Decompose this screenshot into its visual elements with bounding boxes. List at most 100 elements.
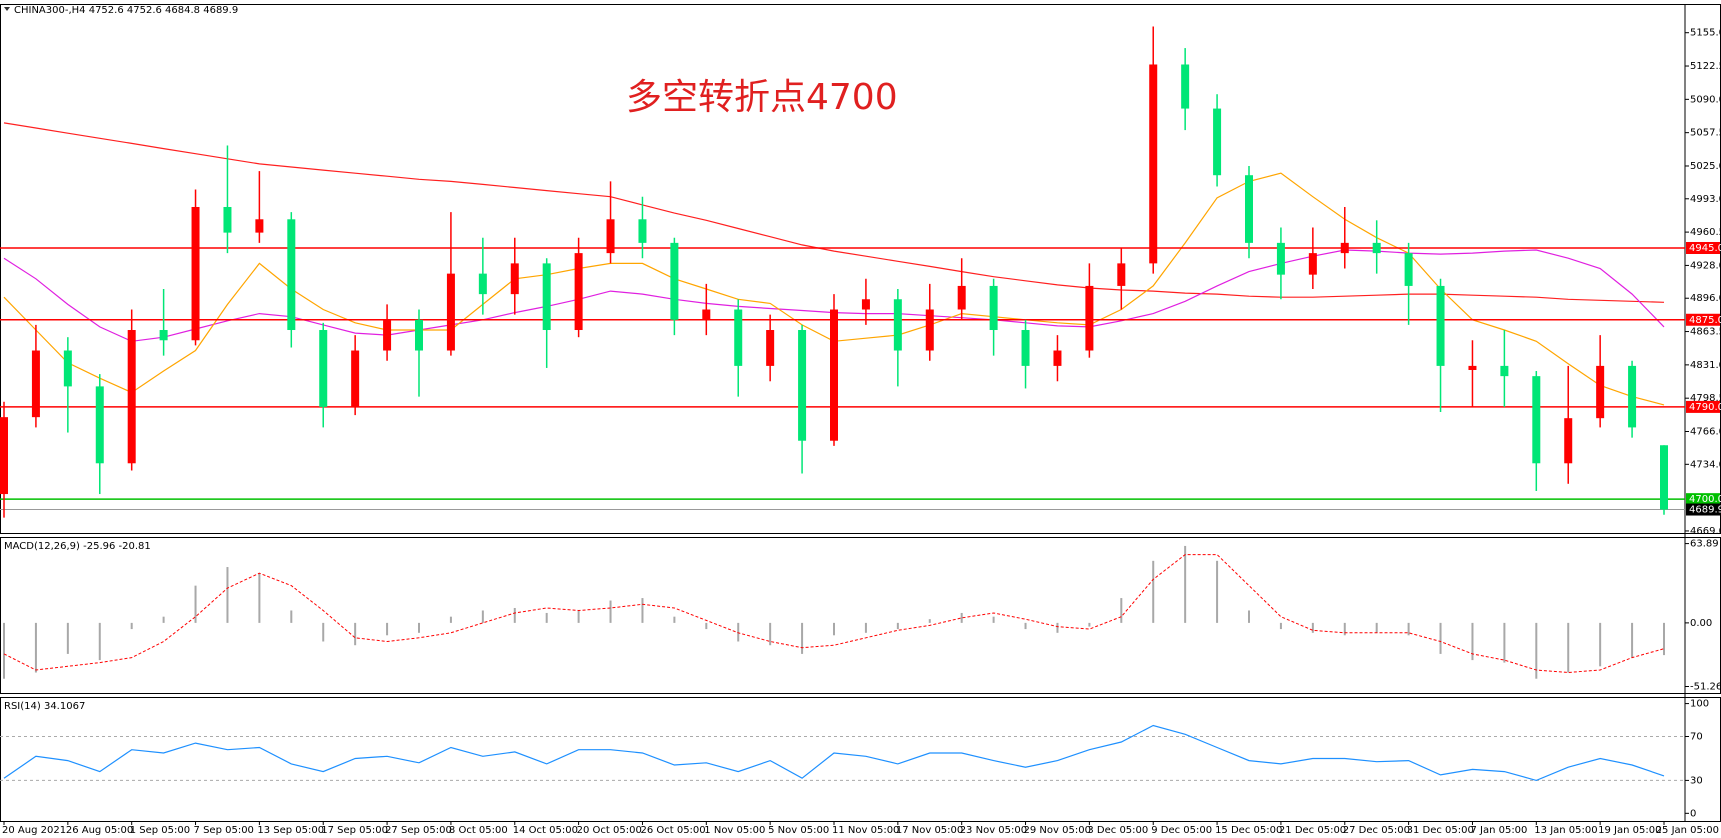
candle-body <box>1628 365 1637 428</box>
macd-bar <box>1631 622 1634 658</box>
candle-body <box>415 319 423 351</box>
macd-bar <box>1216 560 1219 623</box>
macd-bar <box>322 622 325 642</box>
macd-bar <box>737 622 740 642</box>
y-tick-label: 5057.5 <box>1690 128 1721 139</box>
candle-body <box>830 309 838 441</box>
macd-bar <box>1535 622 1538 679</box>
candle-body <box>1340 242 1349 254</box>
y-tick-label: 5090.0 <box>1690 94 1721 105</box>
y-tick-label: 70 <box>1690 732 1703 743</box>
macd-bar <box>1407 622 1410 636</box>
macd-bar <box>1248 610 1250 623</box>
candle-body <box>1564 418 1573 464</box>
candle-body <box>1404 253 1413 286</box>
y-tick-label: 4993.0 <box>1690 194 1721 205</box>
candle-body <box>1372 242 1381 254</box>
x-tick-label: 23 Nov 05:00 <box>960 825 1027 836</box>
macd-bar <box>1663 622 1665 656</box>
level-tag <box>1686 241 1720 254</box>
macd-bar <box>1375 622 1378 633</box>
candle-body <box>1213 108 1222 176</box>
level-label: 4689.9 <box>1689 505 1721 516</box>
level-label: 4700.0 <box>1689 494 1721 505</box>
y-tick-label: 4960.5 <box>1690 227 1721 238</box>
x-tick-label: 20 Aug 2021 <box>2 825 66 836</box>
y-tick-label: 5025.0 <box>1690 161 1721 172</box>
macd-bar <box>513 607 516 623</box>
x-tick-label: 31 Dec 05:00 <box>1407 825 1474 836</box>
macd-bar <box>1439 622 1442 654</box>
candle-body <box>1276 242 1285 275</box>
candle-body <box>319 330 328 407</box>
candle-body <box>989 285 998 331</box>
x-tick-label: 13 Sep 05:00 <box>257 825 324 836</box>
candle-body <box>893 299 902 351</box>
candle-body <box>734 309 743 366</box>
macd-bar <box>960 612 963 623</box>
candle-body <box>1245 175 1253 243</box>
candle-body <box>957 285 966 310</box>
menu-triangle[interactable] <box>4 7 10 11</box>
x-tick-label: 17 Sep 05:00 <box>321 825 388 836</box>
macd-bar <box>1120 598 1123 623</box>
level-label: 4945.0 <box>1689 243 1721 254</box>
candle-body <box>351 350 360 407</box>
candle-body <box>1181 64 1190 109</box>
candle-body <box>670 242 679 320</box>
macd-bar <box>1567 622 1570 673</box>
candle-body <box>0 417 8 495</box>
macd-bar <box>34 622 37 673</box>
y-tick-label: 4896.0 <box>1690 293 1721 304</box>
macd-bar <box>1471 622 1474 661</box>
candle-body <box>1468 365 1477 370</box>
candle-body <box>1117 263 1126 286</box>
candle-body <box>1660 445 1668 510</box>
macd-bar <box>577 610 580 623</box>
rsi-line <box>3 724 1665 782</box>
y-tick-label: -51.26 <box>1690 681 1721 692</box>
macd-bar <box>1056 622 1059 633</box>
y-tick-label: 5155.0 <box>1690 28 1721 39</box>
y-tick-label: 0 <box>1690 808 1696 819</box>
macd-bar <box>1343 622 1346 636</box>
macd-bar <box>98 622 101 661</box>
candle-body <box>287 219 296 331</box>
x-tick-label: 26 Aug 05:00 <box>66 825 133 836</box>
macd-bar <box>705 622 708 630</box>
x-tick-label: 13 Jan 05:00 <box>1534 825 1597 836</box>
candle-body <box>478 273 487 295</box>
macd-bar <box>992 616 995 623</box>
macd-bar <box>1279 622 1282 630</box>
candle-body <box>702 309 711 320</box>
candle-body <box>798 330 807 441</box>
annotation: 多空转折点4700 <box>626 77 898 118</box>
macd-bar <box>66 622 69 654</box>
x-tick-label: 26 Oct 05:00 <box>640 825 705 836</box>
macd-bar <box>833 622 835 636</box>
macd-bar <box>1599 622 1602 667</box>
moving-average <box>3 122 1665 303</box>
y-tick-label: 4734.0 <box>1690 459 1721 470</box>
macd-bar <box>928 619 931 623</box>
x-tick-label: 29 Nov 05:00 <box>1024 825 1091 836</box>
macd-bar <box>226 567 229 623</box>
level-tag <box>1686 400 1720 413</box>
candle-body <box>1308 253 1317 275</box>
macd-bar <box>1152 560 1155 623</box>
candle-body <box>925 309 934 351</box>
x-tick-label: 5 Nov 05:00 <box>768 825 829 836</box>
x-tick-label: 3 Dec 05:00 <box>1087 825 1148 836</box>
candle-body <box>1053 350 1062 366</box>
x-tick-label: 9 Dec 05:00 <box>1151 825 1212 836</box>
macd-bar <box>1024 622 1027 630</box>
candle-body <box>383 319 392 351</box>
chart-title: CHINA300-,H4 4752.6 4752.6 4684.8 4689.9 <box>14 5 238 16</box>
y-tick-label: 4928.0 <box>1690 260 1721 271</box>
macd-bar <box>418 622 420 633</box>
candle-body <box>766 330 775 366</box>
macd-bar <box>258 573 261 623</box>
candle-body <box>1596 365 1605 419</box>
macd-bar <box>896 622 899 630</box>
